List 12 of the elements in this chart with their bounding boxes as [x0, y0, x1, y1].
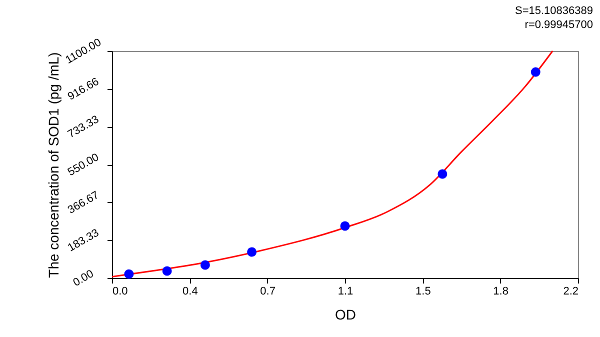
x-tick-label: 2.2: [563, 286, 578, 298]
text: r=0.99945700: [524, 19, 593, 31]
y-axis-title: The concentration of SOD1 (pg /mL): [46, 52, 62, 278]
y-tick-label: 0.00: [71, 268, 96, 290]
x-tick-label: 1.8: [493, 286, 508, 298]
x-tick-label: 0.0: [112, 286, 128, 298]
x-tick-label: 0.7: [260, 286, 276, 298]
x-axis-title: OD: [335, 306, 356, 322]
x-tick-label: 1.1: [338, 286, 354, 298]
x-tick-label: 1.5: [416, 286, 431, 298]
text: S=15.10836389: [515, 5, 593, 17]
x-tick-label: 0.4: [182, 286, 198, 298]
